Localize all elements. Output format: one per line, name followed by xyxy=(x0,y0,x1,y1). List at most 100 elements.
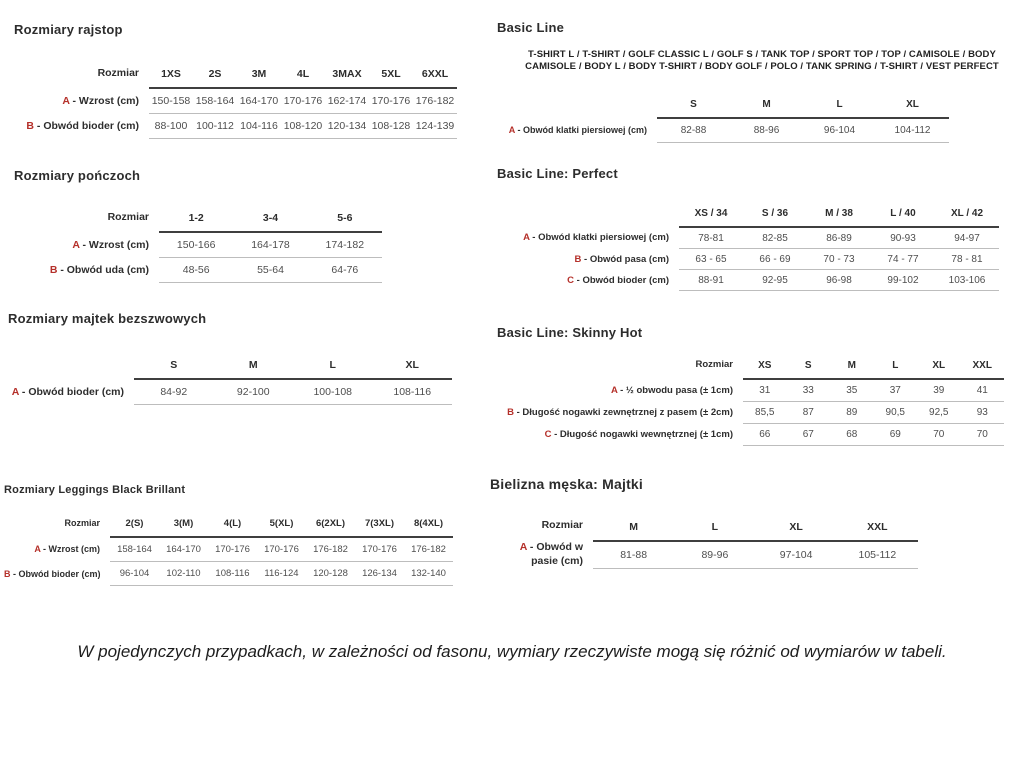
measurement-row: A - Obwód bioder (cm) 84-92 92-100 100-108 1… xyxy=(8,379,452,405)
leggings-size-table: Rozmiar 2(S) 3(M) 4(L) 5(XL) 6(2XL) 7(3XL) 8(4X… xyxy=(4,515,453,586)
size-column-header: M xyxy=(213,356,293,380)
size-column-header: XXL xyxy=(836,518,918,542)
row-letter-badge: B xyxy=(574,253,582,265)
size-column-header: S xyxy=(134,356,214,380)
row-letter-badge: B xyxy=(4,568,11,579)
size-value-cell: 82-85 xyxy=(743,227,807,249)
size-value-cell: 88-100 xyxy=(149,113,193,139)
section-rozmiary-rajstop: Rozmiary rajstop Rozmiar 1XS 2S 3M 4L 3MAX 5XL… xyxy=(14,22,457,139)
row-letter-badge: B xyxy=(26,120,34,132)
section-rozmiary-leggings: Rozmiary Leggings Black Brillant Rozmiar… xyxy=(4,484,453,586)
size-column-header: XS / 34 xyxy=(679,205,743,228)
size-column-header: S / 36 xyxy=(743,205,807,228)
row-letter-badge: A xyxy=(519,541,527,553)
size-value-cell: 70 xyxy=(960,423,1004,446)
basic-line-size-table: S M L XL A - Obwód klatki piersiowej (cm) 82-… xyxy=(497,95,949,143)
measurement-row: B - Obwód uda (cm) 48-56 55-64 64-76 xyxy=(14,257,382,283)
measurement-row: C - Długość nogawki wewnętrznej (± 1cm) 6… xyxy=(497,423,1004,446)
measurement-row: A - Obwód klatki piersiowej (cm) 78-81 82-… xyxy=(497,227,999,249)
section-title-majtek-bezszwowe: Rozmiary majtek bezszwowych xyxy=(8,311,207,326)
size-column-header: XXL xyxy=(960,357,1004,380)
size-value-cell: 88-96 xyxy=(730,117,803,143)
size-value-cell: 63 - 65 xyxy=(679,248,743,270)
size-value-cell: 170-176 xyxy=(369,88,413,114)
section-title-leggings: Rozmiary Leggings Black Brillant xyxy=(4,484,186,496)
size-value-cell: 70 xyxy=(917,423,961,446)
size-value-cell: 105-112 xyxy=(836,541,918,569)
size-value-cell: 90-93 xyxy=(871,227,935,249)
size-column-header: 4(L) xyxy=(208,515,257,538)
size-column-header: 5XL xyxy=(369,65,413,89)
size-value-cell: 96-98 xyxy=(807,269,871,291)
size-value-cell: 31 xyxy=(743,379,787,402)
size-value-cell: 170-176 xyxy=(208,537,257,562)
measurement-row: B - Długość nogawki zewnętrznej z pasem … xyxy=(497,401,1004,424)
size-column-header: L xyxy=(674,518,756,542)
size-value-cell: 120-128 xyxy=(306,561,355,586)
size-value-cell: 92-95 xyxy=(743,269,807,291)
size-value-cell: 86-89 xyxy=(807,227,871,249)
section-basic-line: Basic Line T-SHIRT L / T-SHIRT / GOLF CL… xyxy=(497,20,1011,143)
size-value-cell: 108-128 xyxy=(369,113,413,139)
size-value-cell: 48-56 xyxy=(159,257,234,283)
measurement-row-label: B - Obwód uda (cm) xyxy=(49,264,149,276)
size-column-header: XS xyxy=(743,357,787,380)
measurement-row-label: B - Długość nogawki zewnętrznej z pasem … xyxy=(507,407,733,418)
basic-line-product-list: T-SHIRT L / T-SHIRT / GOLF CLASSIC L / G… xyxy=(521,49,1003,74)
measurement-row: B - Obwód bioder (cm) 88-100 100-112 104-11… xyxy=(14,113,457,139)
size-value-cell: 126-134 xyxy=(355,561,404,586)
size-value-cell: 92-100 xyxy=(213,379,293,405)
size-column-header: M xyxy=(830,357,874,380)
size-value-cell: 68 xyxy=(830,423,874,446)
size-value-cell: 69 xyxy=(873,423,917,446)
skinny-hot-size-table: Rozmiar XS S M L XL XXL A - ½ obwodu pasa (± 1c… xyxy=(497,357,1004,446)
ponczochy-size-table: Rozmiar 1-2 3-4 5-6 A - Wzrost (cm) 150-166 16… xyxy=(14,209,382,283)
size-value-cell: 108-116 xyxy=(208,561,257,586)
rajstop-size-table: Rozmiar 1XS 2S 3M 4L 3MAX 5XL 6XXL A - Wzrost (c… xyxy=(14,65,457,139)
section-title-perfect: Basic Line: Perfect xyxy=(497,166,618,181)
size-value-cell: 108-120 xyxy=(281,113,325,139)
measurement-row: A - Obwód klatki piersiowej (cm) 82-88 88-… xyxy=(497,117,949,143)
perfect-size-table: XS / 34 S / 36 M / 38 L / 40 XL / 42 A - Obwó… xyxy=(497,205,999,291)
row-letter-badge: B xyxy=(49,264,58,276)
section-title-ponczoch: Rozmiary pończoch xyxy=(14,168,141,183)
size-value-cell: 66 - 69 xyxy=(743,248,807,270)
table-corner-label: Rozmiar xyxy=(97,67,139,79)
size-value-cell: 87 xyxy=(786,401,830,424)
section-rozmiary-majtek-bezszwowych: Rozmiary majtek bezszwowych S M L XL A - Obw… xyxy=(8,311,452,405)
measurement-row-label: A - Wzrost (cm) xyxy=(62,94,139,107)
majtki-meskie-size-table: Rozmiar M L XL XXL A - Obwód w pasie (cm) 81-8… xyxy=(498,518,918,569)
measurement-row: A - Wzrost (cm) 150-166 164-178 174-182 xyxy=(14,232,382,258)
size-column-header: 2S xyxy=(193,65,237,89)
table-corner-label: Rozmiar xyxy=(107,211,149,223)
product-list-line-1: T-SHIRT L / T-SHIRT / GOLF CLASSIC L / G… xyxy=(528,49,996,60)
size-value-cell: 102-110 xyxy=(159,561,208,586)
size-value-cell: 164-178 xyxy=(233,232,308,258)
size-value-cell: 158-164 xyxy=(193,88,237,114)
size-value-cell: 82-88 xyxy=(657,117,730,143)
size-value-cell: 37 xyxy=(873,379,917,402)
size-value-cell: 170-176 xyxy=(257,537,306,562)
size-value-cell: 74 - 77 xyxy=(871,248,935,270)
measurement-row-label: A - ½ obwodu pasa (± 1cm) xyxy=(610,384,733,396)
row-letter-badge: A xyxy=(11,385,19,398)
size-value-cell: 81-88 xyxy=(593,541,675,569)
size-value-cell: 176-182 xyxy=(413,88,457,114)
size-value-cell: 96-104 xyxy=(803,117,876,143)
size-column-header: M xyxy=(593,518,675,542)
size-value-cell: 96-104 xyxy=(110,561,159,586)
row-letter-badge: A xyxy=(72,238,80,251)
measurement-row-label: A - Obwód klatki piersiowej (cm) xyxy=(508,124,647,135)
size-column-header: 6XXL xyxy=(413,65,457,89)
size-column-header: XL xyxy=(876,95,949,119)
size-column-header: XL xyxy=(917,357,961,380)
size-value-cell: 162-174 xyxy=(325,88,369,114)
size-column-header: L xyxy=(803,95,876,119)
size-value-cell: 100-108 xyxy=(293,379,373,405)
size-column-header: 3MAX xyxy=(325,65,369,89)
size-value-cell: 164-170 xyxy=(237,88,281,114)
size-value-cell: 94-97 xyxy=(935,227,999,249)
section-rozmiary-ponczoch: Rozmiary pończoch Rozmiar 1-2 3-4 5-6 A - Wz… xyxy=(14,168,382,283)
measurement-row-label: A - Obwód klatki piersiowej (cm) xyxy=(523,232,669,244)
